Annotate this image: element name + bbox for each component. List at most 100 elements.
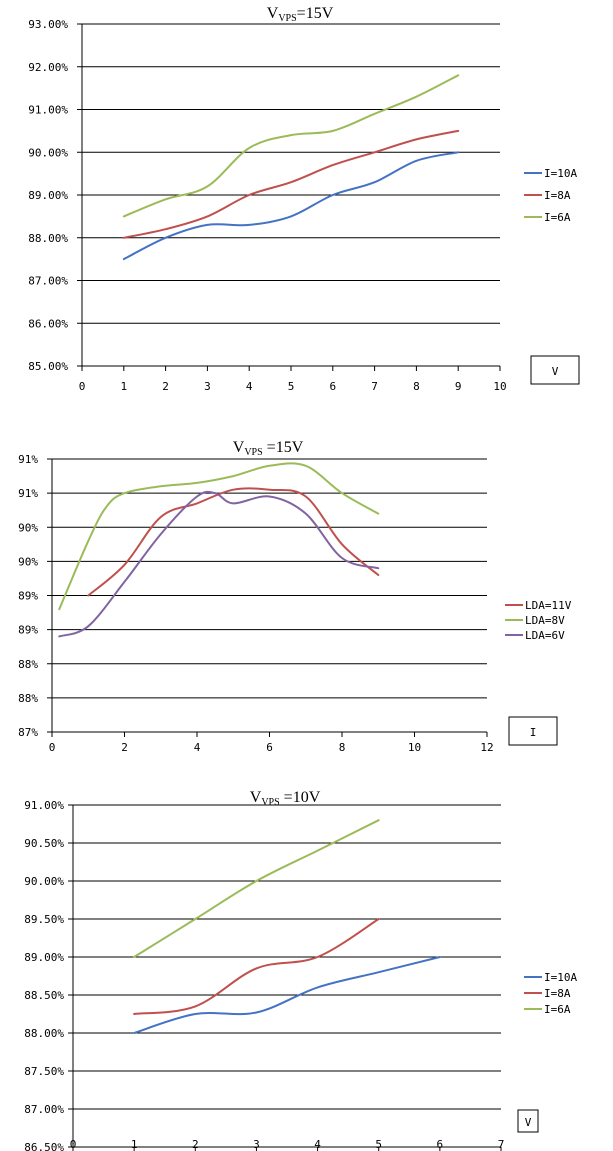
legend-label: I=6A — [544, 1003, 571, 1016]
series-line-lda-11v — [87, 487, 380, 597]
y-gridlines — [77, 23, 501, 371]
x-tick-labels: 0 1 2 3 4 5 6 7 8 9 10 — [79, 380, 507, 393]
y-tick-label: 87.50% — [24, 1065, 64, 1078]
series-lines — [58, 462, 380, 638]
y-tick-label: 90% — [18, 521, 38, 534]
legend: I=10A I=8A I=6A — [524, 971, 577, 1016]
x-tick-label: 7 — [498, 1138, 505, 1151]
legend-label: LDA=6V — [525, 629, 565, 642]
legend-label: I=10A — [544, 971, 577, 984]
legend-label: I=10A — [544, 167, 577, 180]
legend-label: I=6A — [544, 211, 571, 224]
x-tick-label: 0 — [79, 380, 86, 393]
y-tick-label: 88% — [18, 658, 38, 671]
x-tick-label: 9 — [455, 380, 462, 393]
axis-label-box — [530, 355, 580, 385]
y-tick-label: 91% — [18, 453, 38, 466]
y-tick-label: 86.00% — [28, 317, 68, 330]
series-line-lda-8v — [58, 462, 380, 611]
legend: I=10A I=8A I=6A — [524, 167, 577, 224]
chart-title: VVPS =15V — [233, 439, 304, 458]
x-tick-label: 8 — [413, 380, 420, 393]
x-tick-label: 6 — [329, 380, 336, 393]
x-tick-label: 8 — [339, 741, 346, 754]
y-tick-label: 90.50% — [24, 837, 64, 850]
x-tick-label: 10 — [493, 380, 506, 393]
efficiency-chart-vps-15v-lda: VVPS =15V 87% 88% 88% 89% 89% 90% 90% 91% 91% 0 2… — [18, 439, 572, 754]
axis-label-box — [508, 716, 558, 746]
series-line-i-8a — [133, 918, 380, 1015]
y-tick-label: 87.00% — [28, 275, 68, 288]
series-line-i-10a — [133, 956, 441, 1034]
x-tick-label: 7 — [371, 380, 378, 393]
x-tick-label: 0 — [70, 1138, 77, 1151]
x-tick-label: 1 — [131, 1138, 138, 1151]
y-tick-label: 88.00% — [24, 1027, 64, 1040]
x-tick-label: 4 — [314, 1138, 321, 1151]
legend-label: I=8A — [544, 987, 571, 1000]
x-tick-label: 12 — [480, 741, 493, 754]
y-tick-label: 91.00% — [24, 799, 64, 812]
y-tick-label: 87% — [18, 726, 38, 739]
axis-label-box-text: V — [525, 1116, 532, 1129]
x-tick-label: 4 — [194, 741, 201, 754]
series-line-i-8a — [122, 129, 460, 239]
x-tick-label: 3 — [204, 380, 211, 393]
y-tick-label: 92.00% — [28, 61, 68, 74]
x-tick-label: 2 — [162, 380, 169, 393]
series-line-lda-6v — [58, 490, 380, 638]
y-tick-label: 90.00% — [24, 875, 64, 888]
series-lines — [122, 74, 460, 261]
series-line-i-6a — [133, 819, 380, 958]
legend-label: LDA=11V — [525, 599, 572, 612]
y-tick-labels: 86.50% 87.00% 87.50% 88.00% 88.50% 89.00% 89.5… — [24, 799, 64, 1151]
y-tick-label: 86.50% — [24, 1141, 64, 1151]
series-lines — [133, 819, 441, 1034]
legend: LDA=11V LDA=8V LDA=6V — [505, 599, 572, 642]
y-tick-label: 89.00% — [24, 951, 64, 964]
y-tick-label: 91% — [18, 487, 38, 500]
x-tick-label: 1 — [120, 380, 127, 393]
axis-label-box-text: V — [552, 365, 559, 378]
y-tick-label: 88% — [18, 692, 38, 705]
efficiency-chart-vps-15v-current: VVPS=15V 85.00% 86.00% 87.00% 88.00% 89.00% 9… — [28, 5, 580, 393]
y-tick-label: 90.00% — [28, 146, 68, 159]
efficiency-chart-vps-10v-current: VVPS =10V 86.50% 87.00% 87.50% 88.00% 88.50%… — [24, 789, 577, 1151]
series-line-i-6a — [122, 74, 460, 218]
y-tick-label: 93.00% — [28, 18, 68, 31]
y-tick-label: 88.00% — [28, 232, 68, 245]
y-tick-label: 89% — [18, 624, 38, 637]
chart-title: VVPS=15V — [267, 5, 334, 24]
legend-label: LDA=8V — [525, 614, 565, 627]
x-tick-label: 5 — [288, 380, 295, 393]
x-tick-label: 5 — [375, 1138, 382, 1151]
x-tick-label: 3 — [253, 1138, 260, 1151]
y-tick-label: 91.00% — [28, 104, 68, 117]
legend-label: I=8A — [544, 189, 571, 202]
y-tick-label: 90% — [18, 555, 38, 568]
x-tick-label: 0 — [49, 741, 56, 754]
series-line-i-10a — [122, 151, 460, 261]
y-gridlines — [68, 804, 502, 1151]
y-tick-label: 89.00% — [28, 189, 68, 202]
x-tick-label: 10 — [408, 741, 421, 754]
y-tick-label: 89.50% — [24, 913, 64, 926]
y-tick-label: 89% — [18, 590, 38, 603]
y-tick-labels: 85.00% 86.00% 87.00% 88.00% 89.00% 90.00% 91.0… — [28, 18, 68, 373]
x-tick-label: 6 — [266, 741, 273, 754]
axis-label-box-text: I — [530, 726, 537, 739]
axis-label-box — [517, 1109, 539, 1133]
y-tick-label: 88.50% — [24, 989, 64, 1002]
y-tick-label: 85.00% — [28, 360, 68, 373]
chart-title: VVPS =10V — [250, 789, 321, 808]
y-tick-labels: 87% 88% 88% 89% 89% 90% 90% 91% 91% — [18, 453, 38, 739]
x-tick-label: 2 — [192, 1138, 199, 1151]
x-tick-label: 4 — [246, 380, 253, 393]
x-tick-label: 2 — [121, 741, 128, 754]
x-tick-labels: 0 2 4 6 8 10 12 — [49, 741, 494, 754]
y-tick-label: 87.00% — [24, 1103, 64, 1116]
x-tick-labels: 0 1 2 3 4 5 6 7 — [70, 1138, 505, 1151]
y-gridlines — [47, 458, 488, 737]
x-tick-label: 6 — [437, 1138, 444, 1151]
